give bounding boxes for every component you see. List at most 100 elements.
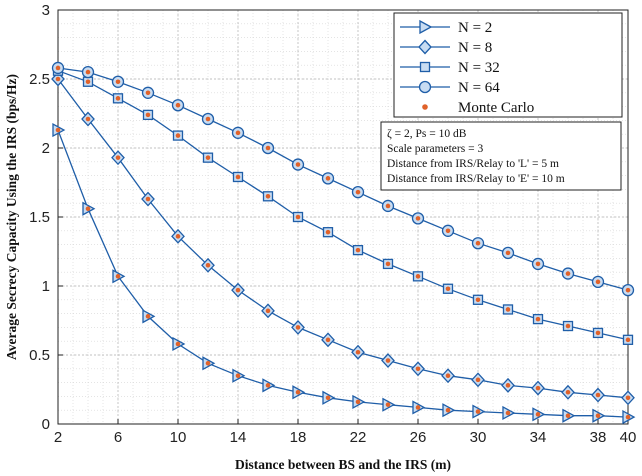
- monte-carlo-point: [475, 240, 481, 246]
- monte-carlo-point: [295, 162, 301, 167]
- monte-carlo-point: [445, 228, 451, 234]
- monte-carlo-point: [325, 395, 331, 401]
- parameter-annotation-box: ζ = 2, Ps = 10 dB Scale parameters = 3 Dis…: [380, 121, 622, 191]
- monte-carlo-point: [85, 79, 91, 85]
- x-tick-label: 14: [230, 429, 247, 446]
- legend-label: N = 2: [458, 20, 492, 36]
- y-axis-label: Average Secrecy Capacity Using the IRS (…: [4, 74, 19, 360]
- monte-carlo-point: [415, 405, 421, 410]
- monte-carlo-point: [265, 383, 271, 388]
- monte-carlo-point: [175, 102, 181, 108]
- series-4: [51, 61, 635, 297]
- monte-carlo-point: [625, 414, 631, 420]
- monte-carlo-point: [175, 341, 181, 347]
- monte-carlo-point: [385, 203, 391, 209]
- annotation-line: Scale parameters = 3: [387, 143, 483, 155]
- monte-carlo-point: [295, 325, 301, 330]
- x-tick-label: 34: [530, 429, 547, 446]
- series-1: [52, 122, 636, 425]
- annotation-box: [380, 121, 622, 191]
- monte-carlo-point: [355, 247, 361, 253]
- monte-carlo-point: [175, 133, 181, 138]
- monte-carlo-point: [565, 323, 571, 329]
- monte-carlo-point: [415, 274, 421, 279]
- y-tick-label: 2.5: [29, 71, 50, 88]
- monte-carlo-point: [325, 337, 331, 343]
- x-tick-label: 30: [470, 429, 487, 446]
- monte-carlo-point: [145, 112, 151, 118]
- legend-marker: [419, 19, 433, 35]
- monte-carlo-point: [145, 90, 151, 96]
- monte-carlo-point: [295, 214, 301, 220]
- monte-carlo-point: [235, 130, 241, 136]
- annotation-line: Distance from IRS/Relay to 'L' = 5 m: [387, 158, 559, 170]
- legend-monte-carlo-marker: [422, 104, 428, 110]
- monte-carlo-point: [445, 286, 451, 292]
- monte-carlo-point: [115, 79, 121, 85]
- monte-carlo-point: [55, 76, 61, 82]
- monte-carlo-point: [355, 189, 361, 195]
- monte-carlo-point: [475, 377, 481, 383]
- monte-carlo-point: [595, 413, 601, 419]
- y-tick-label: 3: [42, 2, 50, 19]
- monte-carlo-point: [55, 127, 61, 133]
- monte-carlo-point: [115, 274, 121, 279]
- monte-carlo-point: [565, 271, 571, 276]
- legend-label: N = 32: [458, 60, 500, 76]
- legend-marker: [419, 61, 431, 73]
- monte-carlo-point: [535, 412, 541, 417]
- monte-carlo-point: [415, 366, 421, 372]
- monte-carlo-point: [205, 360, 211, 366]
- legend-box: [393, 12, 623, 118]
- legend: N = 2 N = 8 N = 32 N = 64 Monte Carlo: [393, 12, 623, 118]
- legend-label: N = 8: [458, 40, 492, 56]
- monte-carlo-point: [85, 206, 91, 212]
- y-tick-label: 0.5: [29, 347, 50, 364]
- monte-carlo-point: [265, 194, 271, 199]
- monte-carlo-point: [475, 409, 481, 414]
- monte-carlo-point: [625, 395, 631, 401]
- monte-carlo-point: [505, 250, 511, 256]
- series-3: [52, 65, 634, 345]
- y-tick-label: 1: [42, 278, 50, 295]
- monte-carlo-point: [595, 279, 601, 285]
- y-tick-label: 0: [42, 416, 50, 433]
- x-tick-label: 10: [170, 429, 187, 446]
- monte-carlo-point: [325, 176, 331, 181]
- monte-carlo-point: [145, 196, 151, 202]
- x-tick-label: 22: [350, 429, 367, 446]
- monte-carlo-point: [145, 314, 151, 319]
- legend-marker: [418, 80, 432, 94]
- monte-carlo-point: [235, 373, 241, 379]
- monte-carlo-point: [385, 358, 391, 363]
- monte-carlo-point: [385, 261, 391, 267]
- monte-carlo-point: [595, 392, 601, 398]
- monte-carlo-point: [205, 116, 211, 122]
- annotation-line: ζ = 2, Ps = 10 dB: [387, 128, 467, 140]
- monte-carlo-point: [385, 402, 391, 407]
- monte-carlo-point: [55, 65, 61, 71]
- monte-carlo-point: [355, 399, 361, 405]
- monte-carlo-point: [265, 145, 271, 151]
- legend-label: N = 64: [458, 80, 500, 96]
- monte-carlo-point: [505, 410, 511, 416]
- x-tick-label: 2: [54, 429, 62, 446]
- legend-marker: [418, 39, 432, 55]
- monte-carlo-point: [445, 373, 451, 379]
- monte-carlo-point: [535, 261, 541, 267]
- x-tick-label: 6: [114, 429, 122, 446]
- monte-carlo-point: [505, 383, 511, 388]
- monte-carlo-point: [565, 413, 571, 419]
- monte-carlo-point: [115, 96, 121, 101]
- series-2: [51, 71, 635, 406]
- monte-carlo-point: [205, 155, 211, 160]
- monte-carlo-point: [475, 297, 481, 303]
- monte-carlo-point: [625, 287, 631, 293]
- monte-carlo-point: [85, 69, 91, 75]
- monte-carlo-point: [565, 389, 571, 395]
- y-tick-label: 1.5: [29, 209, 50, 226]
- x-axis-label: Distance between BS and the IRS (m): [235, 457, 451, 472]
- annotation-line: Distance from IRS/Relay to 'E' = 10 m: [387, 173, 565, 185]
